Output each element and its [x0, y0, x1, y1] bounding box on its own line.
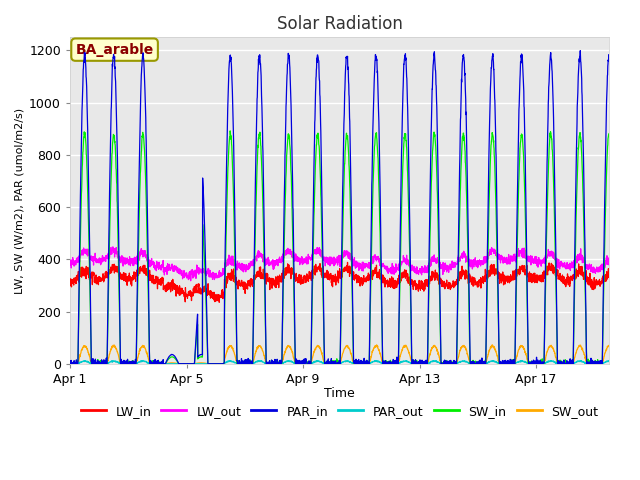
Y-axis label: LW, SW (W/m2), PAR (umol/m2/s): LW, SW (W/m2), PAR (umol/m2/s) [15, 108, 25, 294]
Text: BA_arable: BA_arable [76, 43, 154, 57]
Legend: LW_in, LW_out, PAR_in, PAR_out, SW_in, SW_out: LW_in, LW_out, PAR_in, PAR_out, SW_in, S… [76, 400, 604, 423]
Title: Solar Radiation: Solar Radiation [276, 15, 403, 33]
X-axis label: Time: Time [324, 387, 355, 400]
